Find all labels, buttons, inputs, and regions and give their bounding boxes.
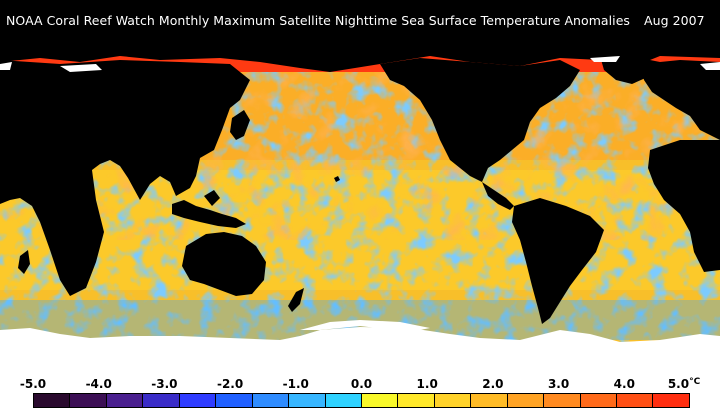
- color-scale-bar: [33, 393, 690, 408]
- legend-unit: °C: [689, 377, 701, 387]
- legend-swatch: [70, 394, 107, 407]
- legend-swatch: [653, 394, 689, 407]
- legend-tick-label: 2.0: [482, 377, 504, 391]
- legend-swatch: [252, 394, 290, 407]
- legend-tick-label: 5.0°C: [667, 377, 701, 391]
- legend-swatch: [471, 394, 508, 407]
- legend-swatch: [361, 394, 399, 407]
- legend-tick-label: 4.0: [613, 377, 635, 391]
- legend-tick-label: 1.0: [416, 377, 438, 391]
- map-title: NOAA Coral Reef Watch Monthly Maximum Sa…: [6, 13, 719, 28]
- legend-swatch: [325, 394, 362, 407]
- legend-swatch: [179, 394, 217, 407]
- legend-tick-label: -4.0: [85, 377, 112, 391]
- antarctica-fringe: [300, 320, 430, 332]
- legend-swatch: [34, 394, 71, 407]
- legend-tick-label: -5.0: [19, 377, 47, 391]
- legend-tick-labels: -5.0 -4.0 -3.0 -2.0 -1.0 0.0 1.0 2.0 3.0 4.0 5.0°C: [0, 377, 720, 393]
- legend-swatch: [143, 394, 180, 407]
- landmasses: [0, 40, 720, 324]
- title-text: NOAA Coral Reef Watch Monthly Maximum Sa…: [6, 13, 630, 28]
- legend-swatch: [216, 394, 253, 407]
- legend-tick-label: 0.0: [350, 377, 373, 391]
- legend-swatch: [544, 394, 581, 407]
- arctic-ice-patches: [0, 56, 720, 72]
- map-canvas: [0, 40, 720, 373]
- legend-swatch: [507, 394, 545, 407]
- legend-swatch: [617, 394, 654, 407]
- legend-swatch: [106, 394, 144, 407]
- legend-swatch: [580, 394, 617, 407]
- legend-tick-label: -1.0: [282, 377, 309, 391]
- date-label: Aug 2007: [644, 13, 705, 28]
- legend-swatch: [289, 394, 326, 407]
- legend-tick-label: -2.0: [216, 377, 244, 391]
- sst-anomaly-map: NOAA Coral Reef Watch Monthly Maximum Sa…: [0, 0, 720, 373]
- antarctica-ice: [0, 327, 720, 373]
- legend-swatch: [434, 394, 472, 407]
- legend-tick-label: 3.0: [547, 377, 570, 391]
- legend-tick-label: -3.0: [151, 377, 178, 391]
- legend-swatch: [398, 394, 435, 407]
